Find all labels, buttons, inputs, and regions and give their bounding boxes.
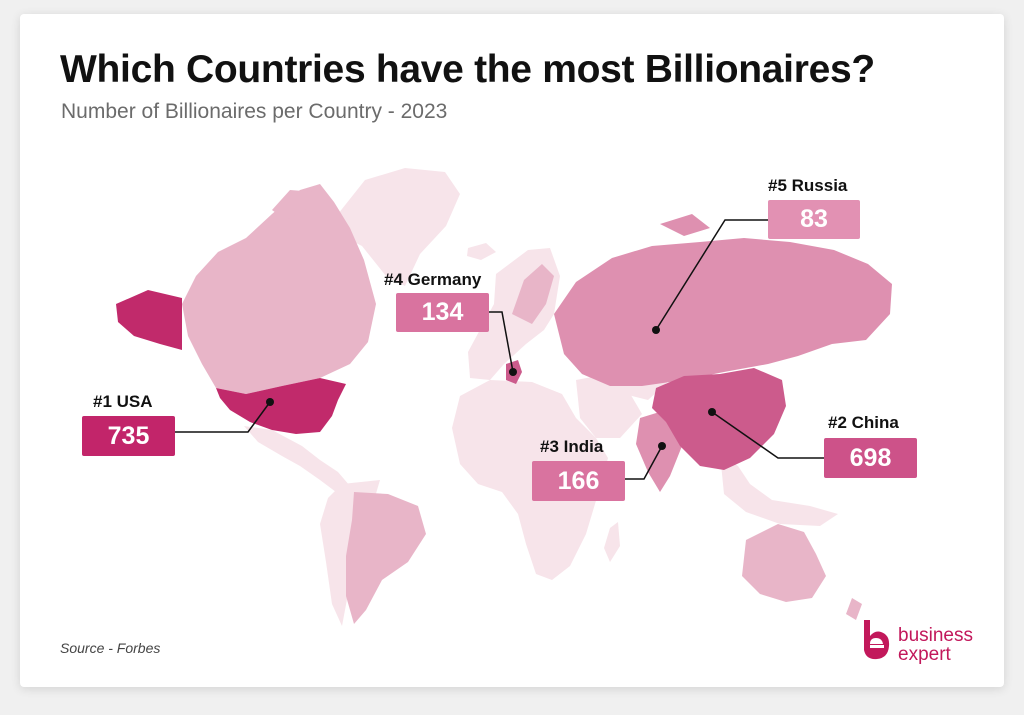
rank-label-germany: #4 Germany: [384, 270, 482, 289]
madagascar: [604, 522, 620, 562]
germany-dot: [509, 368, 517, 376]
india-dot: [658, 442, 666, 450]
mexico-central-america: [244, 426, 350, 492]
alaska: [116, 290, 182, 350]
e-logo-icon: [864, 620, 890, 660]
value-box-germany: 134: [396, 293, 489, 332]
business-expert-logo: business expert: [858, 616, 998, 672]
value-box-russia: 83: [768, 200, 860, 239]
value-box-china: 698: [824, 438, 917, 478]
world-map: [116, 168, 892, 626]
russia-arctic-islands: [660, 214, 710, 236]
canada: [182, 184, 376, 394]
rank-label-russia: #5 Russia: [768, 176, 848, 195]
infographic-card: Which Countries have the most Billionair…: [20, 14, 1004, 687]
germany-leader-line: [489, 311, 514, 373]
rank-label-india: #3 India: [540, 437, 604, 456]
low-tier-regions: [182, 184, 862, 624]
source-note: Source - Forbes: [60, 640, 161, 656]
southeast-asia: [720, 454, 838, 526]
russia: [554, 238, 892, 386]
page-title: Which Countries have the most Billionair…: [60, 48, 875, 91]
south-america-east: [346, 492, 426, 624]
usa-dot: [266, 398, 274, 406]
canada-islands: [272, 190, 316, 220]
china-dot: [708, 408, 716, 416]
page-subtitle: Number of Billionaires per Country - 202…: [61, 100, 448, 123]
usa: [216, 378, 346, 434]
rank-label-china: #2 China: [828, 413, 899, 432]
scandinavia: [512, 264, 554, 324]
russia-dot: [652, 326, 660, 334]
new-zealand: [846, 598, 862, 620]
logo-text-expert: expert: [898, 644, 951, 665]
india-leader-line: [625, 445, 663, 480]
africa: [452, 380, 608, 580]
greenland: [338, 168, 460, 286]
china: [652, 368, 786, 470]
iceland: [467, 243, 496, 260]
usa-leader-line: [175, 401, 271, 433]
top-tier-regions: [116, 290, 346, 434]
leader-lines: [175, 219, 824, 480]
logo-text-business: business: [898, 625, 973, 646]
australia: [742, 524, 826, 602]
leader-dots: [266, 326, 716, 450]
china-leader-line: [711, 411, 824, 459]
value-box-india: 166: [532, 461, 625, 501]
rank-label-usa: #1 USA: [93, 392, 153, 411]
russia-leader-line: [655, 219, 768, 331]
value-box-usa: 735: [82, 416, 175, 456]
